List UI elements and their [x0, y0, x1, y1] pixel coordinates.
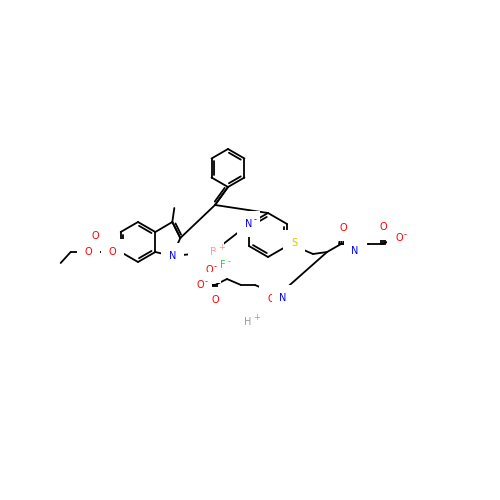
Text: F: F [196, 257, 202, 267]
Text: +: + [218, 244, 225, 252]
Text: O: O [205, 265, 213, 275]
Text: O: O [267, 294, 275, 304]
Text: O: O [196, 280, 204, 290]
Text: O: O [85, 247, 92, 257]
Text: O: O [92, 231, 100, 241]
Text: -: - [254, 216, 257, 224]
Text: B: B [210, 247, 216, 257]
Text: O: O [109, 247, 116, 257]
Text: N: N [168, 251, 176, 261]
Text: N: N [352, 246, 358, 256]
Text: N: N [280, 293, 286, 303]
Text: N: N [246, 219, 252, 229]
Text: -: - [404, 230, 407, 239]
Text: -: - [228, 258, 231, 266]
Text: S: S [291, 238, 297, 248]
Text: O: O [379, 222, 387, 232]
Text: F: F [220, 260, 226, 270]
Text: H: H [244, 317, 252, 327]
Text: +: + [253, 314, 260, 322]
Text: O: O [395, 233, 403, 243]
Text: -: - [205, 278, 208, 286]
Text: -: - [214, 262, 217, 272]
Text: O: O [211, 295, 219, 305]
Text: O: O [339, 223, 347, 233]
